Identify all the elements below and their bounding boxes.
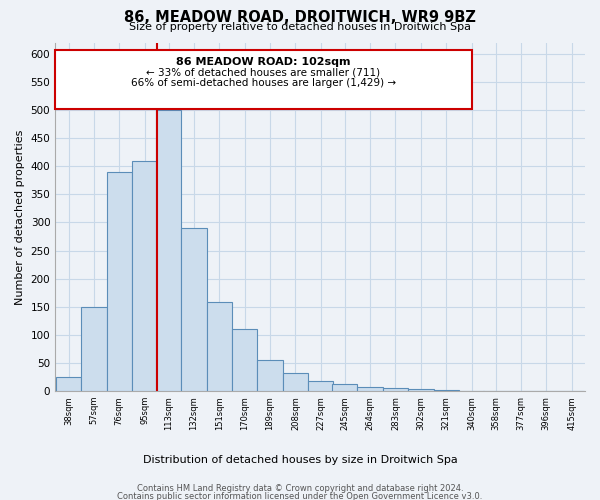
Bar [332, 384, 358, 391]
Bar [308, 381, 334, 391]
Bar [55, 50, 472, 109]
Bar [257, 360, 283, 391]
Bar [408, 390, 434, 391]
Bar [107, 172, 132, 391]
Bar [156, 110, 181, 391]
Bar [358, 386, 383, 391]
Bar [232, 330, 257, 391]
Bar [206, 302, 232, 391]
Text: Distribution of detached houses by size in Droitwich Spa: Distribution of detached houses by size … [143, 455, 457, 465]
Bar [533, 390, 559, 391]
Bar [459, 390, 484, 391]
Bar [434, 390, 459, 391]
Text: 86, MEADOW ROAD, DROITWICH, WR9 9BZ: 86, MEADOW ROAD, DROITWICH, WR9 9BZ [124, 10, 476, 25]
Text: 66% of semi-detached houses are larger (1,429) →: 66% of semi-detached houses are larger (… [131, 78, 396, 88]
Bar [508, 390, 533, 391]
Bar [483, 390, 508, 391]
Y-axis label: Number of detached properties: Number of detached properties [15, 129, 25, 304]
Text: Contains HM Land Registry data © Crown copyright and database right 2024.: Contains HM Land Registry data © Crown c… [137, 484, 463, 493]
Text: 86 MEADOW ROAD: 102sqm: 86 MEADOW ROAD: 102sqm [176, 56, 350, 66]
Bar [56, 377, 81, 391]
Text: Contains public sector information licensed under the Open Government Licence v3: Contains public sector information licen… [118, 492, 482, 500]
Bar [559, 390, 584, 391]
Bar [132, 160, 157, 391]
Bar [383, 388, 408, 391]
Bar [81, 307, 107, 391]
Text: Size of property relative to detached houses in Droitwich Spa: Size of property relative to detached ho… [129, 22, 471, 32]
Bar [283, 372, 308, 391]
Bar [181, 228, 206, 391]
Text: ← 33% of detached houses are smaller (711): ← 33% of detached houses are smaller (71… [146, 68, 380, 78]
